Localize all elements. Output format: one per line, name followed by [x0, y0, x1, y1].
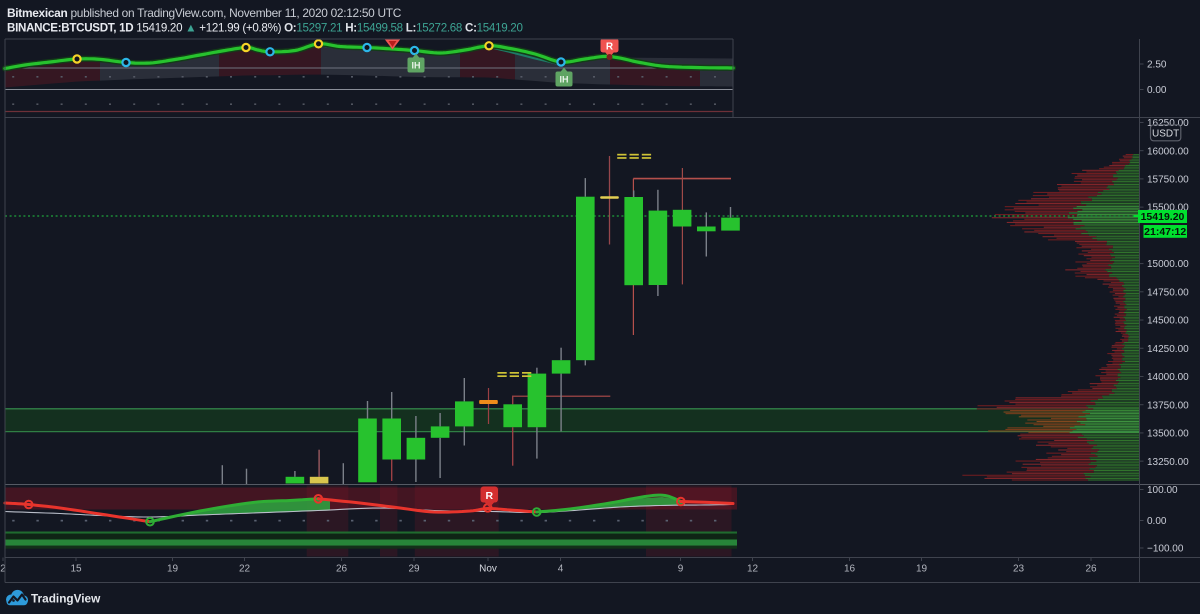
svg-text:15500.00: 15500.00 — [1147, 203, 1189, 214]
svg-text:19: 19 — [167, 564, 179, 575]
svg-text:23: 23 — [1013, 564, 1025, 575]
svg-text:14000.00: 14000.00 — [1147, 372, 1189, 383]
svg-text:15000.00: 15000.00 — [1147, 259, 1189, 270]
svg-text:15419.20: 15419.20 — [1141, 211, 1185, 223]
svg-text:2.50: 2.50 — [1147, 60, 1167, 71]
svg-text:TradingView: TradingView — [31, 592, 101, 606]
svg-text:13500.00: 13500.00 — [1147, 429, 1189, 440]
svg-text:14750.00: 14750.00 — [1147, 287, 1189, 298]
svg-text:15: 15 — [70, 564, 82, 575]
svg-text:Nov: Nov — [479, 564, 497, 575]
svg-text:26: 26 — [336, 564, 348, 575]
svg-text:21:47:12: 21:47:12 — [1144, 226, 1186, 238]
svg-text:16000.00: 16000.00 — [1147, 146, 1189, 157]
svg-text:12: 12 — [747, 564, 759, 575]
svg-text:29: 29 — [408, 564, 420, 575]
svg-text:16: 16 — [844, 564, 856, 575]
svg-text:IH: IH — [412, 61, 421, 71]
svg-text:R: R — [606, 41, 614, 52]
svg-text:0.00: 0.00 — [1147, 516, 1167, 527]
svg-text:14500.00: 14500.00 — [1147, 316, 1189, 327]
svg-text:13750.00: 13750.00 — [1147, 400, 1189, 411]
svg-text:9: 9 — [678, 564, 684, 575]
svg-text:2: 2 — [0, 564, 6, 575]
svg-text:100.00: 100.00 — [1147, 485, 1178, 496]
svg-text:R: R — [486, 490, 494, 502]
svg-text:−100.00: −100.00 — [1147, 544, 1184, 555]
svg-text:14250.00: 14250.00 — [1147, 344, 1189, 355]
svg-text:22: 22 — [239, 564, 251, 575]
svg-text:16250.00: 16250.00 — [1147, 118, 1189, 129]
svg-text:26: 26 — [1085, 564, 1097, 575]
svg-text:BINANCE:BTCUSDT, 1D 15419.20 ▲: BINANCE:BTCUSDT, 1D 15419.20 ▲ +121.99 (… — [7, 22, 523, 35]
svg-text:19: 19 — [916, 564, 928, 575]
svg-text:0.00: 0.00 — [1147, 85, 1167, 96]
svg-text:4: 4 — [558, 564, 564, 575]
svg-text:13250.00: 13250.00 — [1147, 457, 1189, 468]
svg-text:IH: IH — [560, 75, 569, 85]
svg-text:USDT: USDT — [1152, 128, 1179, 139]
svg-text:Bitmexican published on Tradin: Bitmexican published on TradingView.com,… — [7, 6, 402, 20]
svg-text:15750.00: 15750.00 — [1147, 175, 1189, 186]
